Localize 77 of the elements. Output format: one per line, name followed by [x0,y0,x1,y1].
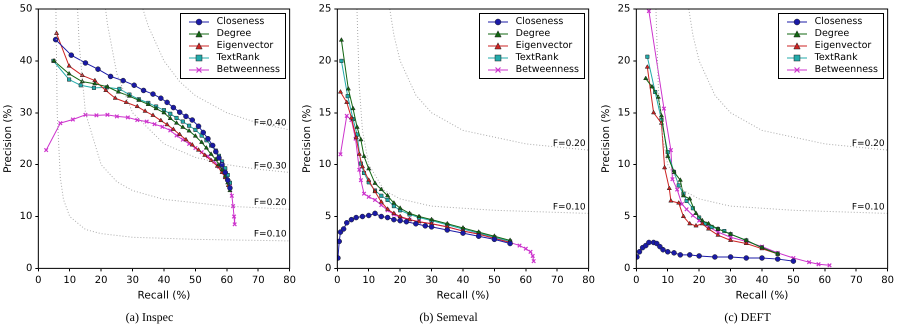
text: (a) Inspec [124,310,174,325]
legend-label: TextRank [516,52,559,64]
series-label: F=0.10 [254,230,287,240]
y-tick-label: 20 [618,55,630,66]
legend-label: Eigenvector [516,40,572,52]
y-axis-title: Precision (%) [2,104,14,173]
x-tick-label: 70 [850,274,863,286]
x-tick-label: 60 [220,274,234,286]
x-tick-label: 10 [362,274,376,286]
legend-label: Degree [516,28,550,40]
x-tick-label: 60 [519,274,532,286]
x-tick-label: 80 [881,274,894,286]
x-tick-label: 40 [456,274,470,286]
text: (c) DEFT [723,310,772,325]
text: (b) Semeval [418,310,479,325]
y-tick-label: 0 [26,262,32,274]
legend-label: Eigenvector [814,40,872,52]
x-tick-label: 50 [488,274,501,286]
x-tick-label: 70 [550,274,564,286]
series-label: F=0.20 [552,138,586,149]
y-tick-label: 10 [318,159,332,170]
legend-label: Eigenvector [216,40,274,52]
legend-label: Betweenness [814,64,878,76]
y-tick-label: 15 [318,107,332,118]
x-tick-label: 30 [126,274,139,286]
legend-label: Degree [814,28,850,40]
y-tick-label: 25 [318,4,332,15]
x-tick-label: 50 [787,274,800,286]
x-tick-label: 50 [189,274,202,286]
y-axis-title: Precision (%) [600,104,612,173]
legend-label: Closeness [814,16,862,28]
y-tick-label: 50 [20,4,32,15]
x-tick-label: 40 [756,274,768,286]
series-label: F=0.20 [852,138,885,149]
x-tick-label: 10 [63,274,76,286]
y-tick-label: 20 [318,55,332,66]
legend-label: TextRank [216,52,260,64]
x-axis-title: Recall (%) [138,289,190,302]
x-axis-title: Recall (%) [436,289,490,302]
x-tick-label: 0 [334,274,341,286]
series-label: F=0.40 [254,118,287,129]
legend-label: Closeness [216,16,264,28]
x-tick-label: 20 [94,274,108,286]
legend-label: Closeness [516,16,564,28]
series-label: F=0.10 [852,202,885,212]
y-tick-label: 40 [20,55,32,66]
y-tick-label: 30 [20,107,32,118]
x-tick-label: 0 [633,274,640,286]
x-tick-label: 10 [661,274,674,286]
legend-label: Betweenness [516,64,579,76]
x-axis-title: Recall (%) [736,289,788,302]
y-tick-label: 25 [618,4,630,15]
y-tick-label: 15 [618,107,630,118]
x-tick-label: 40 [158,274,170,286]
y-axis-title: Precision (%) [301,104,314,173]
series-label: F=0.10 [552,202,586,212]
x-tick-label: 70 [252,274,265,286]
y-tick-label: 0 [324,262,332,274]
y-tick-label: 5 [324,211,332,222]
x-tick-label: 30 [724,274,737,286]
x-tick-label: 0 [35,274,42,286]
x-tick-label: 60 [818,274,832,286]
x-tick-label: 80 [283,274,296,286]
legend-label: Betweenness [216,64,280,76]
x-tick-label: 20 [394,274,407,286]
y-tick-label: 10 [618,159,630,170]
y-tick-label: 10 [20,211,32,222]
y-tick-label: 20 [20,159,32,170]
y-tick-label: 5 [624,211,630,222]
legend-label: TextRank [814,52,858,64]
y-tick-label: 0 [624,262,630,274]
series-label: F=0.20 [254,198,287,208]
x-tick-label: 80 [582,274,596,286]
series-label: F=0.30 [254,161,287,172]
legend-label: Degree [216,28,252,40]
x-tick-label: 30 [425,274,438,286]
x-tick-label: 20 [692,274,706,286]
